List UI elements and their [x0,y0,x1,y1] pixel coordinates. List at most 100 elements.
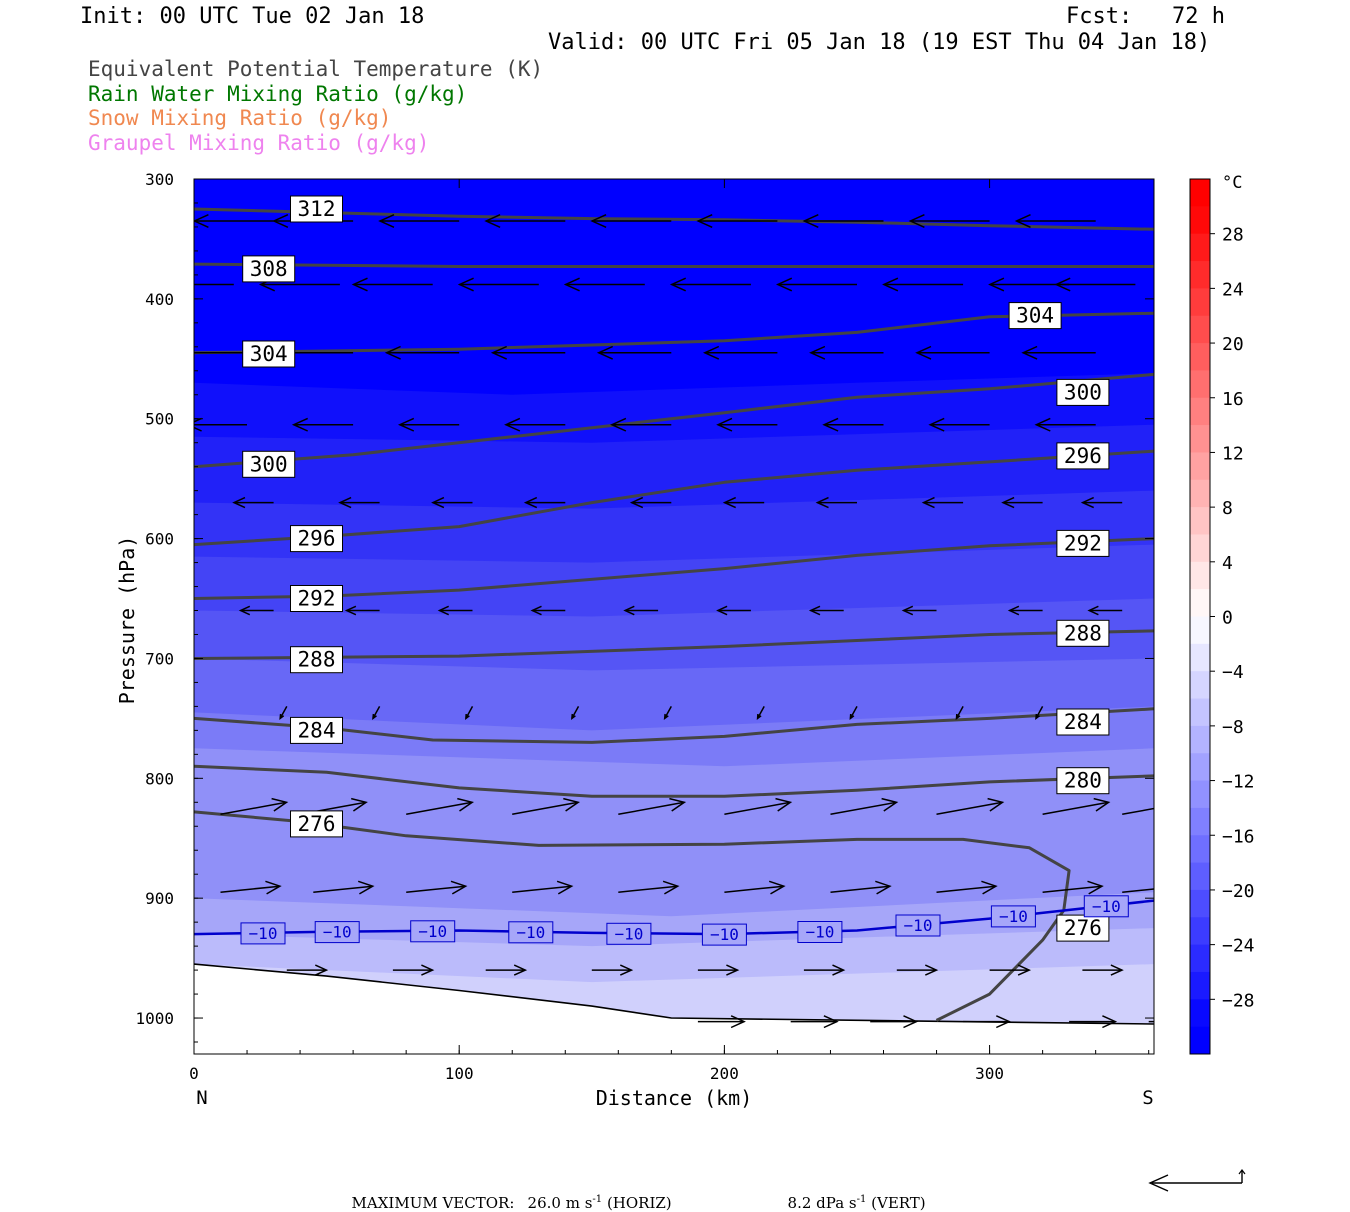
colorbar-tick-label: −24 [1222,936,1255,957]
svg-text:284: 284 [298,718,336,742]
colorbar-segment [1190,561,1210,590]
theta-e-label: 292 [1056,529,1110,557]
wind-vector [830,880,892,895]
colorbar-segment [1190,261,1210,289]
wind-vector [523,496,566,509]
wind-vector [286,964,329,976]
isotherm-label: −10 [508,921,554,944]
wind-vector [344,605,380,616]
wind-vector [596,345,672,360]
colorbar-segment [1190,698,1210,727]
theta-e-label: 300 [242,450,296,478]
svg-text:−10: −10 [249,924,278,943]
colorbar-tick-label: −8 [1222,717,1244,738]
colorbar-unit: °C [1222,173,1242,193]
wind-vector [571,706,580,721]
wind-vector [1069,1015,1118,1029]
legend-snow: Snow Mixing Ratio (g/kg) [88,106,392,130]
vert-unit: (VERT) [871,1194,926,1212]
wind-vector [512,797,580,816]
theta-e-label: 284 [290,716,343,744]
colorbar-segment [1190,1026,1210,1055]
wind-vector [1054,277,1136,292]
colorbar-tick-label: −28 [1222,990,1255,1011]
wind-vector [1122,807,1154,816]
wind-vector [232,496,274,509]
wind-vector [901,605,937,616]
colorbar-segment [1190,507,1210,535]
terrain-fill [194,964,1154,1054]
colorbar-segment [1190,397,1210,426]
wind-vector [465,706,474,720]
wind-vector [372,706,381,721]
theta-e-label: 288 [290,646,343,674]
colorbar-segment [1190,343,1210,371]
wind-vector [279,706,288,721]
svg-text:304: 304 [1016,304,1054,328]
wind-vector [802,214,884,228]
y-tick-label: 900 [145,889,174,908]
wind-vector [815,496,857,509]
wind-vector [697,1015,746,1029]
wind-vector [384,345,460,360]
wind-vector [809,345,884,360]
legend-theta-e: Equivalent Potential Temperature (K) [88,57,544,81]
colorbar-tick-label: 12 [1222,443,1244,464]
colorbar-tick-label: 20 [1222,334,1244,355]
wind-vector [830,797,899,816]
wind-vector [936,797,1005,816]
svg-text:276: 276 [298,812,336,836]
wind-vector [406,880,468,895]
wind-vector [1014,214,1096,228]
wind-vector [437,605,473,616]
theta-e-label: 304 [242,340,296,368]
wind-vector [629,496,672,509]
temperature-fill [194,179,1154,1054]
wind-vector [1122,888,1154,893]
theta-e-label: 296 [1056,442,1110,470]
theta-e-line [194,629,1154,660]
colorbar-tick-label: 8 [1222,498,1233,519]
wind-vector [591,964,634,976]
wind-vector [378,214,460,228]
wind-vector [1034,417,1096,432]
isotherm-label: −10 [895,914,941,937]
wind-vector [530,605,566,616]
svg-text:296: 296 [298,527,336,551]
wind-vector [220,880,282,895]
wind-vector [716,417,778,432]
isotherm-label: −10 [606,922,652,945]
wind-vector [921,496,964,509]
x-tick-label: 100 [445,1064,474,1083]
wind-vector [431,496,473,509]
colorbar-segment [1190,671,1210,700]
plot-frame [193,178,1155,1055]
wind-vector [896,964,939,976]
svg-text:312: 312 [298,197,336,221]
colorbar-tick-label: 4 [1222,553,1233,574]
y-tick-label: 1000 [135,1009,174,1028]
colorbar-segment [1190,862,1210,891]
theta-e-label: 296 [290,525,343,553]
svg-text:288: 288 [1064,621,1102,645]
colorbar-segment [1190,534,1210,563]
horiz-unit: (HORIZ) [606,1194,672,1212]
wind-vector [351,277,433,292]
colorbar-segment [1190,425,1210,453]
max-vector-prefix: MAXIMUM VECTOR: [351,1194,515,1212]
colorbar-segment [1190,643,1210,672]
svg-text:300: 300 [1064,380,1102,404]
terrain-line [194,963,1154,1025]
wind-vector [313,880,375,895]
valid-time: Valid: 00 UTC Fri 05 Jan 18 (19 EST Thu … [548,30,1211,55]
colorbar-segment [1190,616,1210,645]
svg-text:−10: −10 [1092,897,1121,916]
wind-vector [1080,496,1123,509]
theta-e-label: 308 [242,255,296,283]
terrain [194,963,1154,1054]
wind-vector [955,706,964,720]
theta-e-label: 276 [1056,914,1110,942]
svg-text:−10: −10 [999,907,1028,926]
svg-text:−10: −10 [805,923,834,942]
wind-vector [484,214,566,228]
